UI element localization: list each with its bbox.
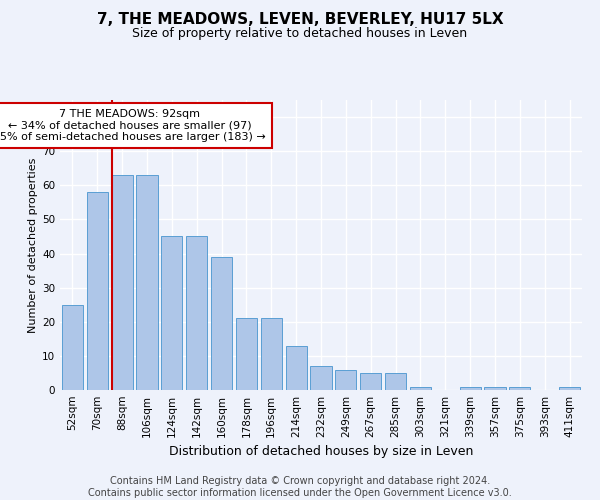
- Bar: [460, 386, 481, 390]
- X-axis label: Distribution of detached houses by size in Leven: Distribution of detached houses by size …: [169, 446, 473, 458]
- Y-axis label: Number of detached properties: Number of detached properties: [28, 158, 38, 332]
- Bar: [484, 386, 506, 390]
- Bar: [360, 373, 381, 390]
- Bar: [211, 257, 232, 390]
- Bar: [559, 386, 580, 390]
- Text: Contains HM Land Registry data © Crown copyright and database right 2024.
Contai: Contains HM Land Registry data © Crown c…: [88, 476, 512, 498]
- Bar: [509, 386, 530, 390]
- Bar: [62, 304, 83, 390]
- Bar: [261, 318, 282, 390]
- Text: 7, THE MEADOWS, LEVEN, BEVERLEY, HU17 5LX: 7, THE MEADOWS, LEVEN, BEVERLEY, HU17 5L…: [97, 12, 503, 28]
- Bar: [186, 236, 207, 390]
- Bar: [236, 318, 257, 390]
- Text: 7 THE MEADOWS: 92sqm
← 34% of detached houses are smaller (97)
65% of semi-detac: 7 THE MEADOWS: 92sqm ← 34% of detached h…: [0, 109, 266, 142]
- Bar: [335, 370, 356, 390]
- Bar: [161, 236, 182, 390]
- Bar: [310, 366, 332, 390]
- Bar: [87, 192, 108, 390]
- Bar: [136, 175, 158, 390]
- Bar: [286, 346, 307, 390]
- Bar: [112, 175, 133, 390]
- Bar: [410, 386, 431, 390]
- Text: Size of property relative to detached houses in Leven: Size of property relative to detached ho…: [133, 28, 467, 40]
- Bar: [385, 373, 406, 390]
